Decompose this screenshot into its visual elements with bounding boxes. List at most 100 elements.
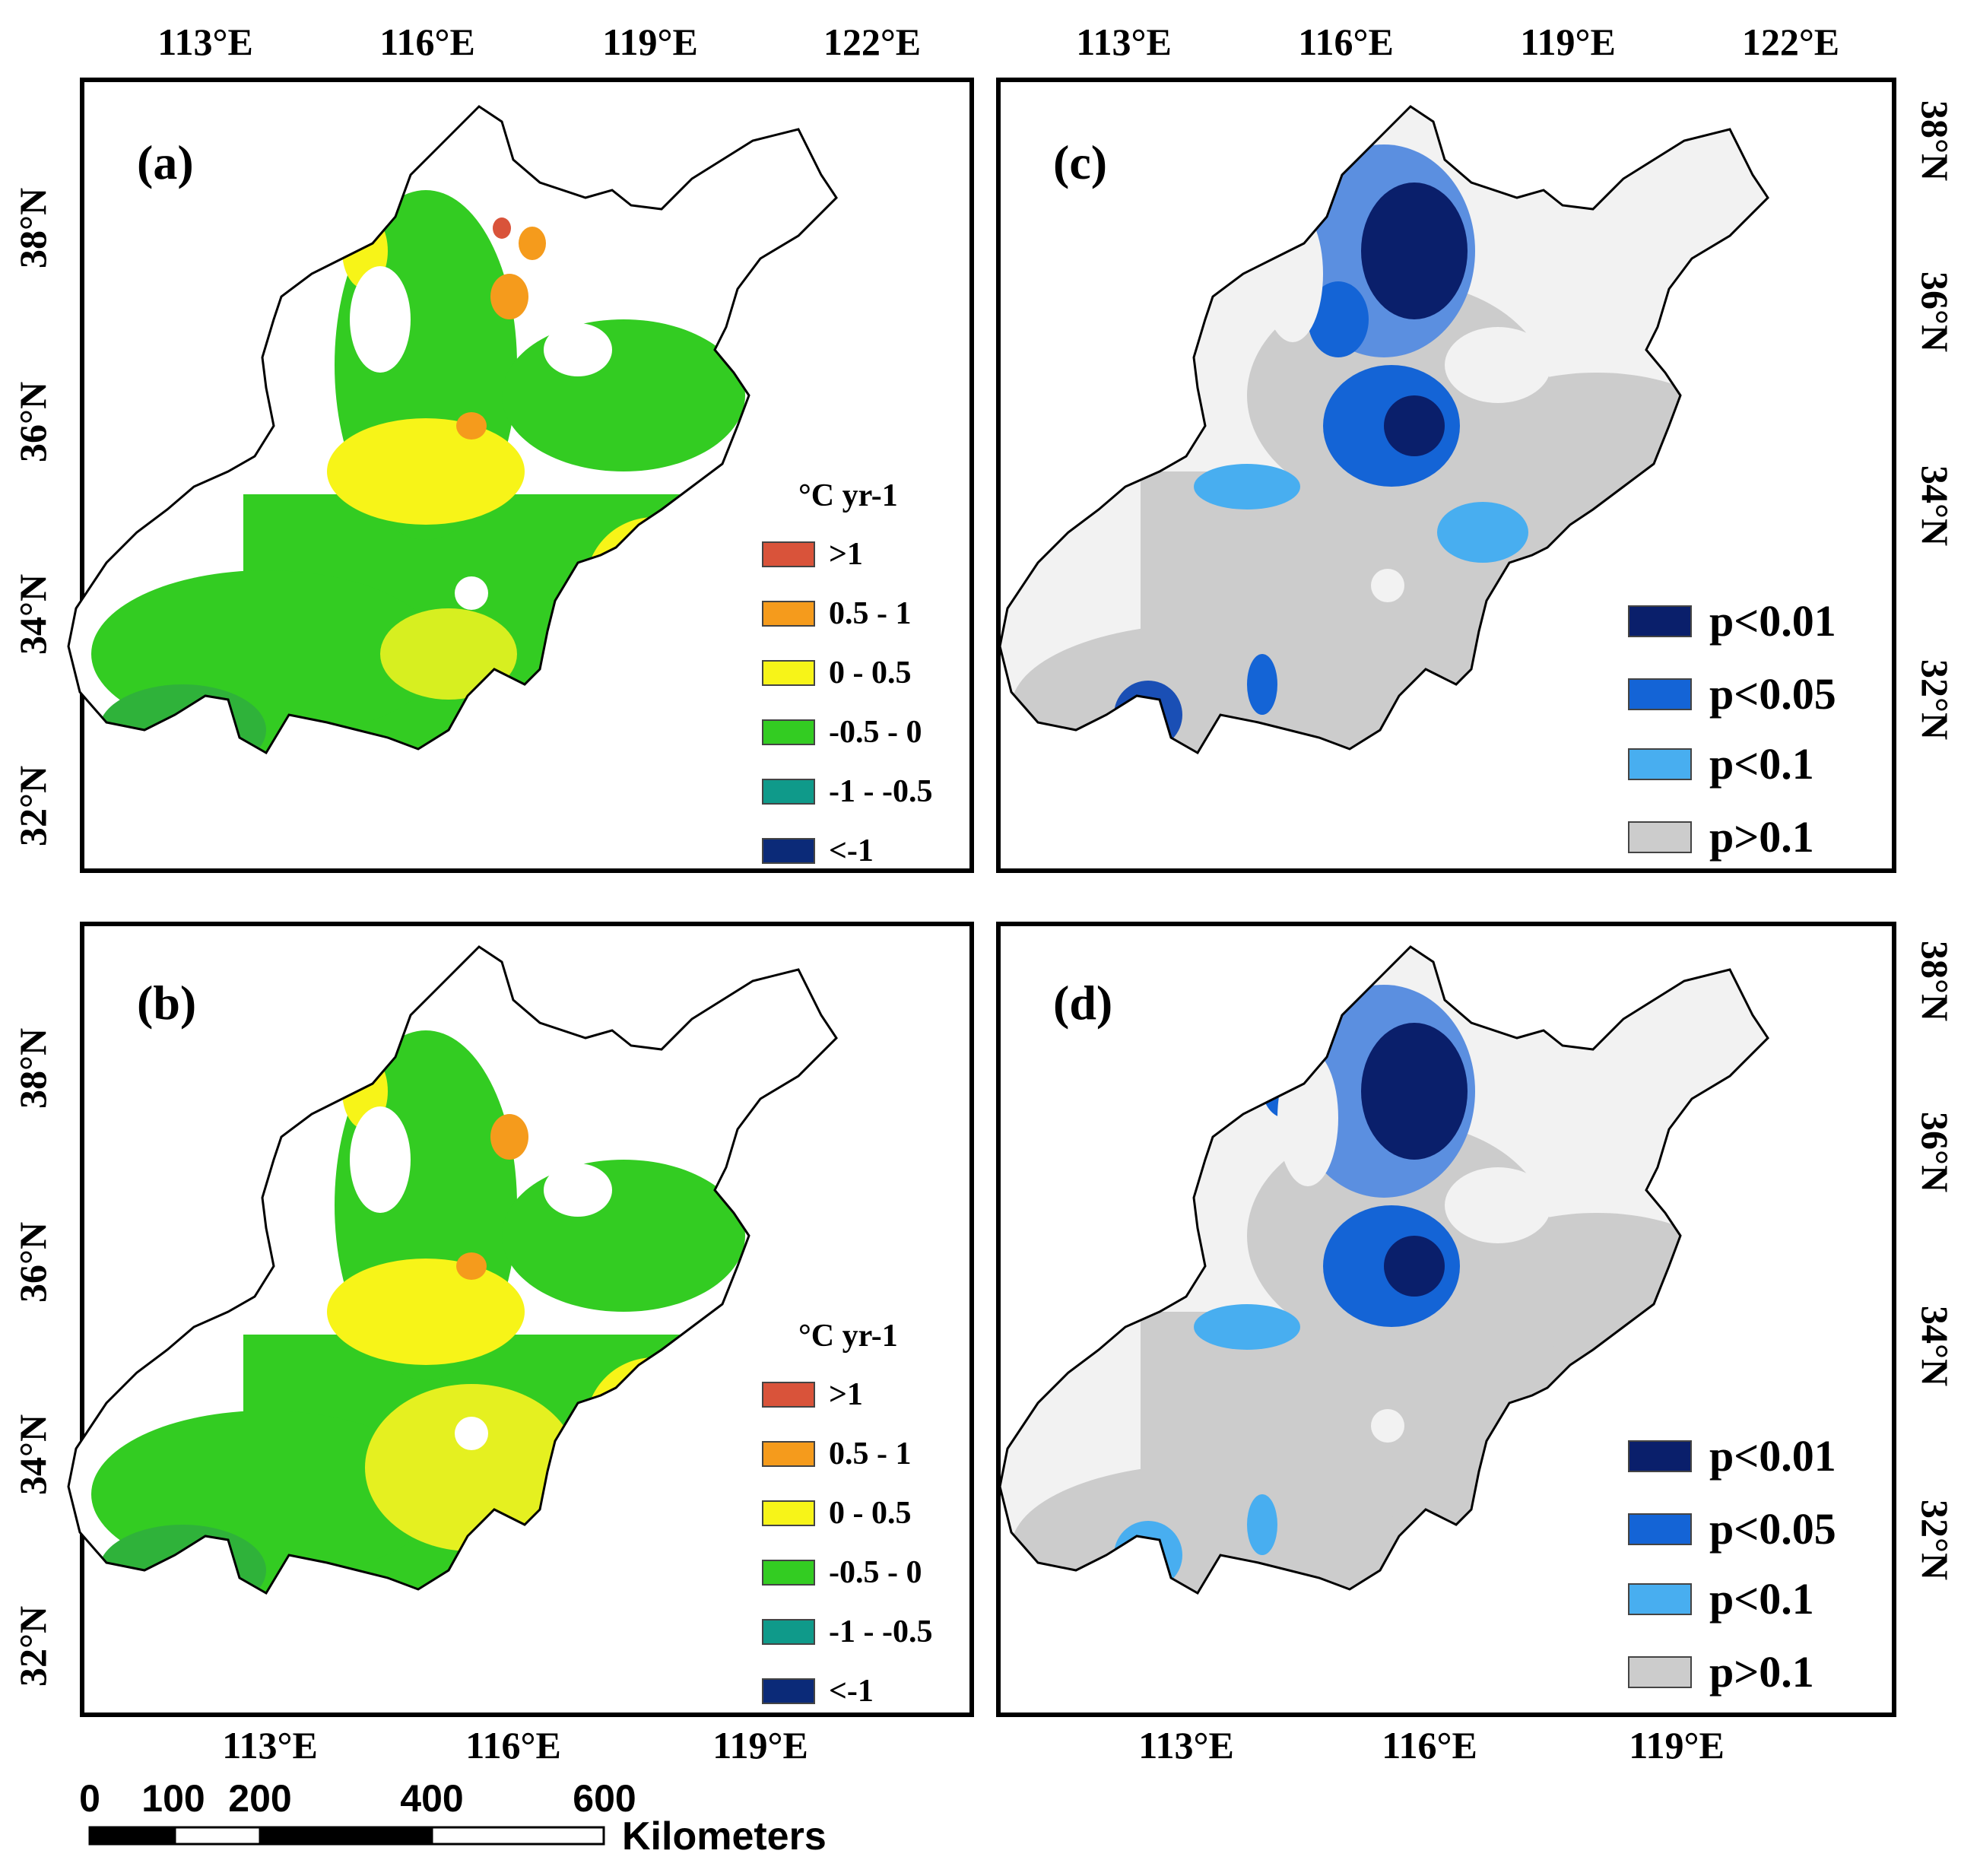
panel-b-legend: °C yr-1 >1 0.5 - 1 0 - 0.5 -0.5 - 0 -1 -… — [762, 1319, 932, 1709]
legend-swatch — [762, 660, 815, 686]
legend-swatch — [762, 541, 815, 567]
legend-label: p>0.1 — [1709, 1647, 1814, 1697]
legend-item-3: 0 - 0.5 — [762, 655, 912, 690]
legend-item-3: 0 - 0.5 — [762, 1496, 912, 1531]
legend-label: p<0.1 — [1709, 739, 1814, 789]
legend-swatch — [762, 719, 815, 745]
scale-bar-segment — [88, 1826, 176, 1846]
tick-34n: 34°N — [1914, 1306, 1956, 1386]
legend-item-3: p<0.1 — [1628, 739, 1814, 789]
tick-36n: 36°N — [1914, 1112, 1956, 1192]
legend-label: -0.5 - 0 — [829, 1555, 922, 1590]
legend-label: 0 - 0.5 — [829, 1496, 912, 1531]
legend-item-3: p<0.1 — [1628, 1574, 1814, 1624]
panel-c-legend: p<0.01 p<0.05 p<0.1 p>0.1 — [1628, 596, 1836, 862]
legend-swatch — [1628, 678, 1692, 710]
tick-36n: 36°N — [11, 382, 54, 462]
legend-item-6: <-1 — [762, 833, 874, 868]
scale-bar-tick-100: 100 — [141, 1777, 205, 1820]
tick-119e: 119°E — [712, 1724, 808, 1766]
panel-d-bottom-ticks: 113°E 116°E 119°E — [1138, 1724, 1725, 1766]
legend-swatch — [1628, 1583, 1692, 1615]
panel-a-label: (a) — [137, 135, 194, 189]
legend-item-2: p<0.05 — [1628, 1504, 1836, 1554]
tick-116e: 116°E — [1382, 1724, 1477, 1766]
panel-a-legend: °C yr-1 >1 0.5 - 1 0 - 0.5 -0.5 - 0 -1 -… — [762, 478, 932, 868]
legend-label: 0 - 0.5 — [829, 655, 912, 690]
tick-113e: 113°E — [157, 21, 253, 63]
legend-label: -1 - -0.5 — [829, 1614, 932, 1649]
legend-swatch — [762, 838, 815, 864]
legend-swatch — [1628, 1656, 1692, 1688]
legend-title: °C yr-1 — [798, 1319, 898, 1354]
panel-b-map — [68, 947, 836, 1593]
tick-119e: 119°E — [1629, 1724, 1725, 1766]
tick-116e: 116°E — [379, 21, 475, 63]
panel-c-right-ticks: 38°N 36°N 34°N 32°N — [1914, 100, 1956, 740]
legend-label: 0.5 - 1 — [829, 1436, 912, 1471]
scale-bar-tick-400: 400 — [400, 1777, 463, 1820]
legend-item-2: 0.5 - 1 — [762, 1436, 912, 1471]
legend-label: p<0.05 — [1709, 1504, 1836, 1554]
panel-c-label: (c) — [1053, 135, 1107, 189]
legend-swatch — [762, 1619, 815, 1645]
tick-38n: 38°N — [11, 188, 54, 268]
legend-swatch — [1628, 605, 1692, 637]
tick-36n: 36°N — [1914, 271, 1956, 352]
legend-label: <-1 — [829, 833, 874, 868]
scale-bar-segment — [173, 1826, 262, 1846]
legend-swatch — [1628, 748, 1692, 780]
legend-swatch — [1628, 1513, 1692, 1545]
legend-label: -1 - -0.5 — [829, 774, 932, 809]
tick-119e: 119°E — [1520, 21, 1616, 63]
tick-32n: 32°N — [1914, 659, 1956, 740]
tick-113e: 113°E — [222, 1724, 318, 1766]
panel-b-bottom-ticks: 113°E 116°E 119°E — [222, 1724, 808, 1766]
legend-swatch — [762, 1382, 815, 1408]
scale-bar-tick-600: 600 — [573, 1777, 636, 1820]
legend-label: p<0.05 — [1709, 669, 1836, 719]
panel-d: 38°N 36°N 34°N 32°N 113°E 116°E 119°E (d… — [996, 922, 1956, 1766]
scale-bar-tick-0: 0 — [79, 1777, 100, 1820]
panel-a-left-ticks: 38°N 36°N 34°N 32°N — [11, 188, 54, 846]
panel-d-legend: p<0.01 p<0.05 p<0.1 p>0.1 — [1628, 1431, 1836, 1697]
legend-label: >1 — [829, 537, 863, 572]
legend-item-2: 0.5 - 1 — [762, 596, 912, 631]
panel-a-top-ticks: 113°E 116°E 119°E 122°E — [157, 21, 921, 63]
panel-d-label: (d) — [1053, 976, 1112, 1030]
tick-34n: 34°N — [1914, 465, 1956, 546]
legend-label: p>0.1 — [1709, 812, 1814, 862]
legend-item-4: p>0.1 — [1628, 1647, 1814, 1697]
legend-swatch — [762, 779, 815, 805]
tick-113e: 113°E — [1076, 21, 1172, 63]
tick-113e: 113°E — [1138, 1724, 1234, 1766]
tick-116e: 116°E — [465, 1724, 561, 1766]
legend-label: >1 — [829, 1377, 863, 1412]
legend-item-4: p>0.1 — [1628, 812, 1814, 862]
scale-bar: 0 100 200 400 600 Kilometers — [79, 1777, 827, 1859]
panel-b: 38°N 36°N 34°N 32°N 113°E 116°E 119°E (b… — [11, 922, 974, 1766]
tick-32n: 32°N — [11, 1606, 54, 1687]
legend-swatch — [762, 1500, 815, 1526]
tick-36n: 36°N — [11, 1222, 54, 1303]
tick-32n: 32°N — [11, 766, 54, 846]
legend-item-5: -1 - -0.5 — [762, 774, 932, 809]
tick-122e: 122°E — [1742, 21, 1839, 63]
scale-bar-segment — [259, 1826, 433, 1846]
tick-119e: 119°E — [602, 21, 698, 63]
legend-label: -0.5 - 0 — [829, 715, 922, 750]
legend-title: °C yr-1 — [798, 478, 898, 513]
legend-swatch — [762, 1560, 815, 1586]
panel-c: 113°E 116°E 119°E 122°E 38°N 36°N 34°N 3… — [996, 21, 1956, 873]
tick-34n: 34°N — [11, 1414, 54, 1495]
legend-swatch — [1628, 821, 1692, 853]
legend-swatch — [762, 601, 815, 627]
panel-c-top-ticks: 113°E 116°E 119°E 122°E — [1076, 21, 1839, 63]
tick-116e: 116°E — [1298, 21, 1394, 63]
scale-bar-tick-200: 200 — [228, 1777, 291, 1820]
tick-122e: 122°E — [823, 21, 921, 63]
panel-d-right-ticks: 38°N 36°N 34°N 32°N — [1914, 941, 1956, 1580]
legend-item-1: >1 — [762, 1377, 863, 1412]
tick-38n: 38°N — [1914, 100, 1956, 181]
